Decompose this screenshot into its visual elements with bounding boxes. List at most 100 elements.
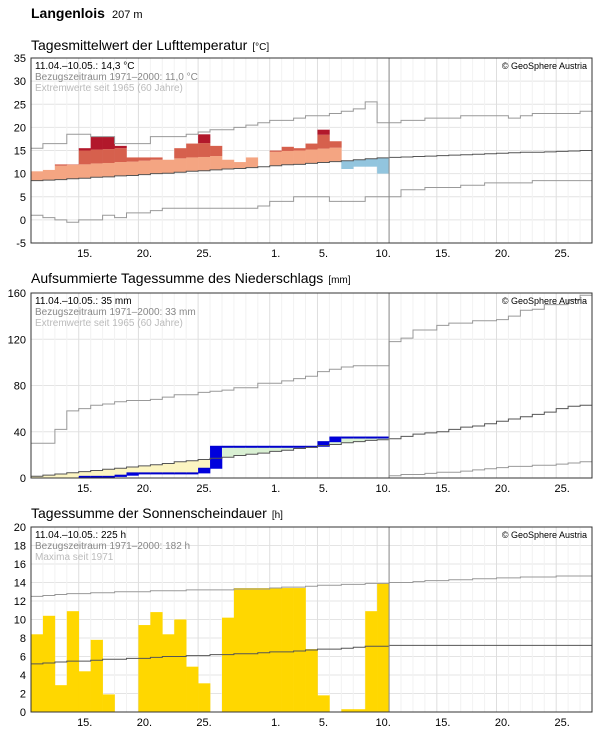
sunshine-bar xyxy=(377,583,390,712)
min-extreme-line xyxy=(31,180,592,223)
sunshine-chart: Tagessumme der Sonnenscheindauer [h] 0 2 4 6 8… xyxy=(14,505,593,729)
y-tick-label: 120 xyxy=(8,334,26,346)
x-tick-label: 25. xyxy=(196,483,211,495)
temperature-bar xyxy=(174,158,187,173)
precipitation-diff-band xyxy=(138,465,151,474)
station-name: Langenlois xyxy=(31,5,105,21)
station-elevation: 207 m xyxy=(112,9,143,21)
precipitation-diff-band xyxy=(174,461,187,474)
precipitation-diff-band xyxy=(257,446,271,454)
temperature-bar xyxy=(269,150,282,152)
sunshine-bar xyxy=(245,588,259,712)
temperature-bar xyxy=(54,164,68,166)
precipitation-cumulative-step xyxy=(305,445,318,448)
precipitation-daily-bar xyxy=(78,476,91,478)
y-tick-label: 35 xyxy=(14,53,26,65)
sunshine-bar xyxy=(54,685,68,712)
x-tick-label: 1. xyxy=(271,483,280,495)
x-tick-label: 15. xyxy=(77,717,92,729)
temperature-bar xyxy=(138,157,151,161)
x-tick-label: 15. xyxy=(435,248,450,260)
precipitation-cumulative-step xyxy=(221,445,235,448)
sunshine-bar xyxy=(233,588,247,712)
x-tick-label: 15. xyxy=(77,248,92,260)
temperature-bar xyxy=(269,151,282,166)
temperature-bar xyxy=(114,162,127,176)
x-tick-label: 5. xyxy=(319,717,328,729)
y-tick-label: 80 xyxy=(14,381,26,393)
precipitation-cumulative-step xyxy=(269,445,282,448)
normal-line xyxy=(31,404,592,477)
y-tick-label: 18 xyxy=(14,541,26,553)
temperature-bar xyxy=(78,164,91,179)
precipitation-cumulative-step xyxy=(174,472,187,475)
temperature-bar-cold xyxy=(365,158,378,167)
temperature-bar xyxy=(42,169,56,181)
temperature-bar xyxy=(329,147,342,162)
precipitation-daily-bar xyxy=(114,475,127,477)
x-tick-label: 10. xyxy=(375,717,390,729)
precipitation-cumulative-step xyxy=(353,436,366,439)
temperature-bar xyxy=(317,148,330,163)
sunshine-bar xyxy=(257,588,271,712)
y-tick-label: 6 xyxy=(20,652,26,664)
precipitation-diff-band xyxy=(114,468,127,476)
x-tick-label: 5. xyxy=(319,483,328,495)
y-tick-label: 16 xyxy=(14,559,26,571)
precipitation-cumulative-step xyxy=(233,445,247,448)
sunshine-bar xyxy=(365,611,378,712)
sunshine-bar xyxy=(162,634,175,712)
sunshine-bar xyxy=(353,709,366,712)
precipitation-diff-band xyxy=(90,470,103,477)
temperature-bar xyxy=(317,129,330,135)
temperature-bar xyxy=(233,162,247,169)
sunshine-bar xyxy=(31,634,44,712)
temperature-bar-cold xyxy=(341,160,354,169)
precipitation-diff-band xyxy=(353,437,366,442)
y-tick-label: 10 xyxy=(14,169,26,181)
precipitation-cumulative-step xyxy=(138,472,151,475)
temperature-bar xyxy=(329,141,342,148)
chart-title: Tagessumme der Sonnenscheindauer xyxy=(31,505,267,521)
x-tick-label: 15. xyxy=(77,483,92,495)
y-tick-label: 12 xyxy=(14,596,26,608)
x-tick-label: 25. xyxy=(555,717,570,729)
credit: © GeoSphere Austria xyxy=(502,61,587,71)
max-extreme-line xyxy=(31,101,592,149)
sunshine-bar xyxy=(42,615,56,712)
x-tick-label: 25. xyxy=(196,717,211,729)
temperature-bar xyxy=(102,136,115,150)
temperature-bar xyxy=(54,165,68,180)
temperature-bar xyxy=(126,161,139,176)
precipitation-diff-band xyxy=(102,469,115,477)
temperature-bar xyxy=(150,159,163,174)
x-tick-label: 10. xyxy=(375,248,390,260)
info-line: Maxima seit 1971 xyxy=(35,552,114,563)
x-tick-label: 5. xyxy=(319,248,328,260)
temperature-bar xyxy=(114,148,127,163)
temperature-bar xyxy=(102,162,115,177)
temperature-bar xyxy=(221,159,235,169)
info-line: Extremwerte seit 1965 (60 Jahre) xyxy=(35,318,183,329)
precipitation-diff-band xyxy=(54,473,68,478)
normal-line xyxy=(31,150,592,182)
precipitation-cumulative-step xyxy=(186,472,199,475)
x-tick-label: 25. xyxy=(555,483,570,495)
sunshine-bar xyxy=(293,588,306,712)
temperature-bar xyxy=(90,149,103,164)
x-tick-label: 25. xyxy=(555,248,570,260)
x-tick-label: 15. xyxy=(435,717,450,729)
x-tick-label: 25. xyxy=(196,248,211,260)
precipitation-diff-band xyxy=(221,446,235,458)
sunshine-bar xyxy=(174,619,187,712)
temperature-bar xyxy=(198,143,211,157)
x-tick-label: 20. xyxy=(495,483,510,495)
info-line: Extremwerte seit 1965 (60 Jahre) xyxy=(35,83,183,94)
precipitation-cumulative-step xyxy=(377,436,390,439)
temperature-bar xyxy=(293,150,306,165)
y-tick-label: 14 xyxy=(14,578,26,590)
temperature-bar xyxy=(210,156,223,170)
chart-title: Tagesmittelwert der Lufttemperatur xyxy=(31,37,248,53)
temperature-bar-cold xyxy=(377,157,390,174)
y-tick-label: 4 xyxy=(20,670,26,682)
